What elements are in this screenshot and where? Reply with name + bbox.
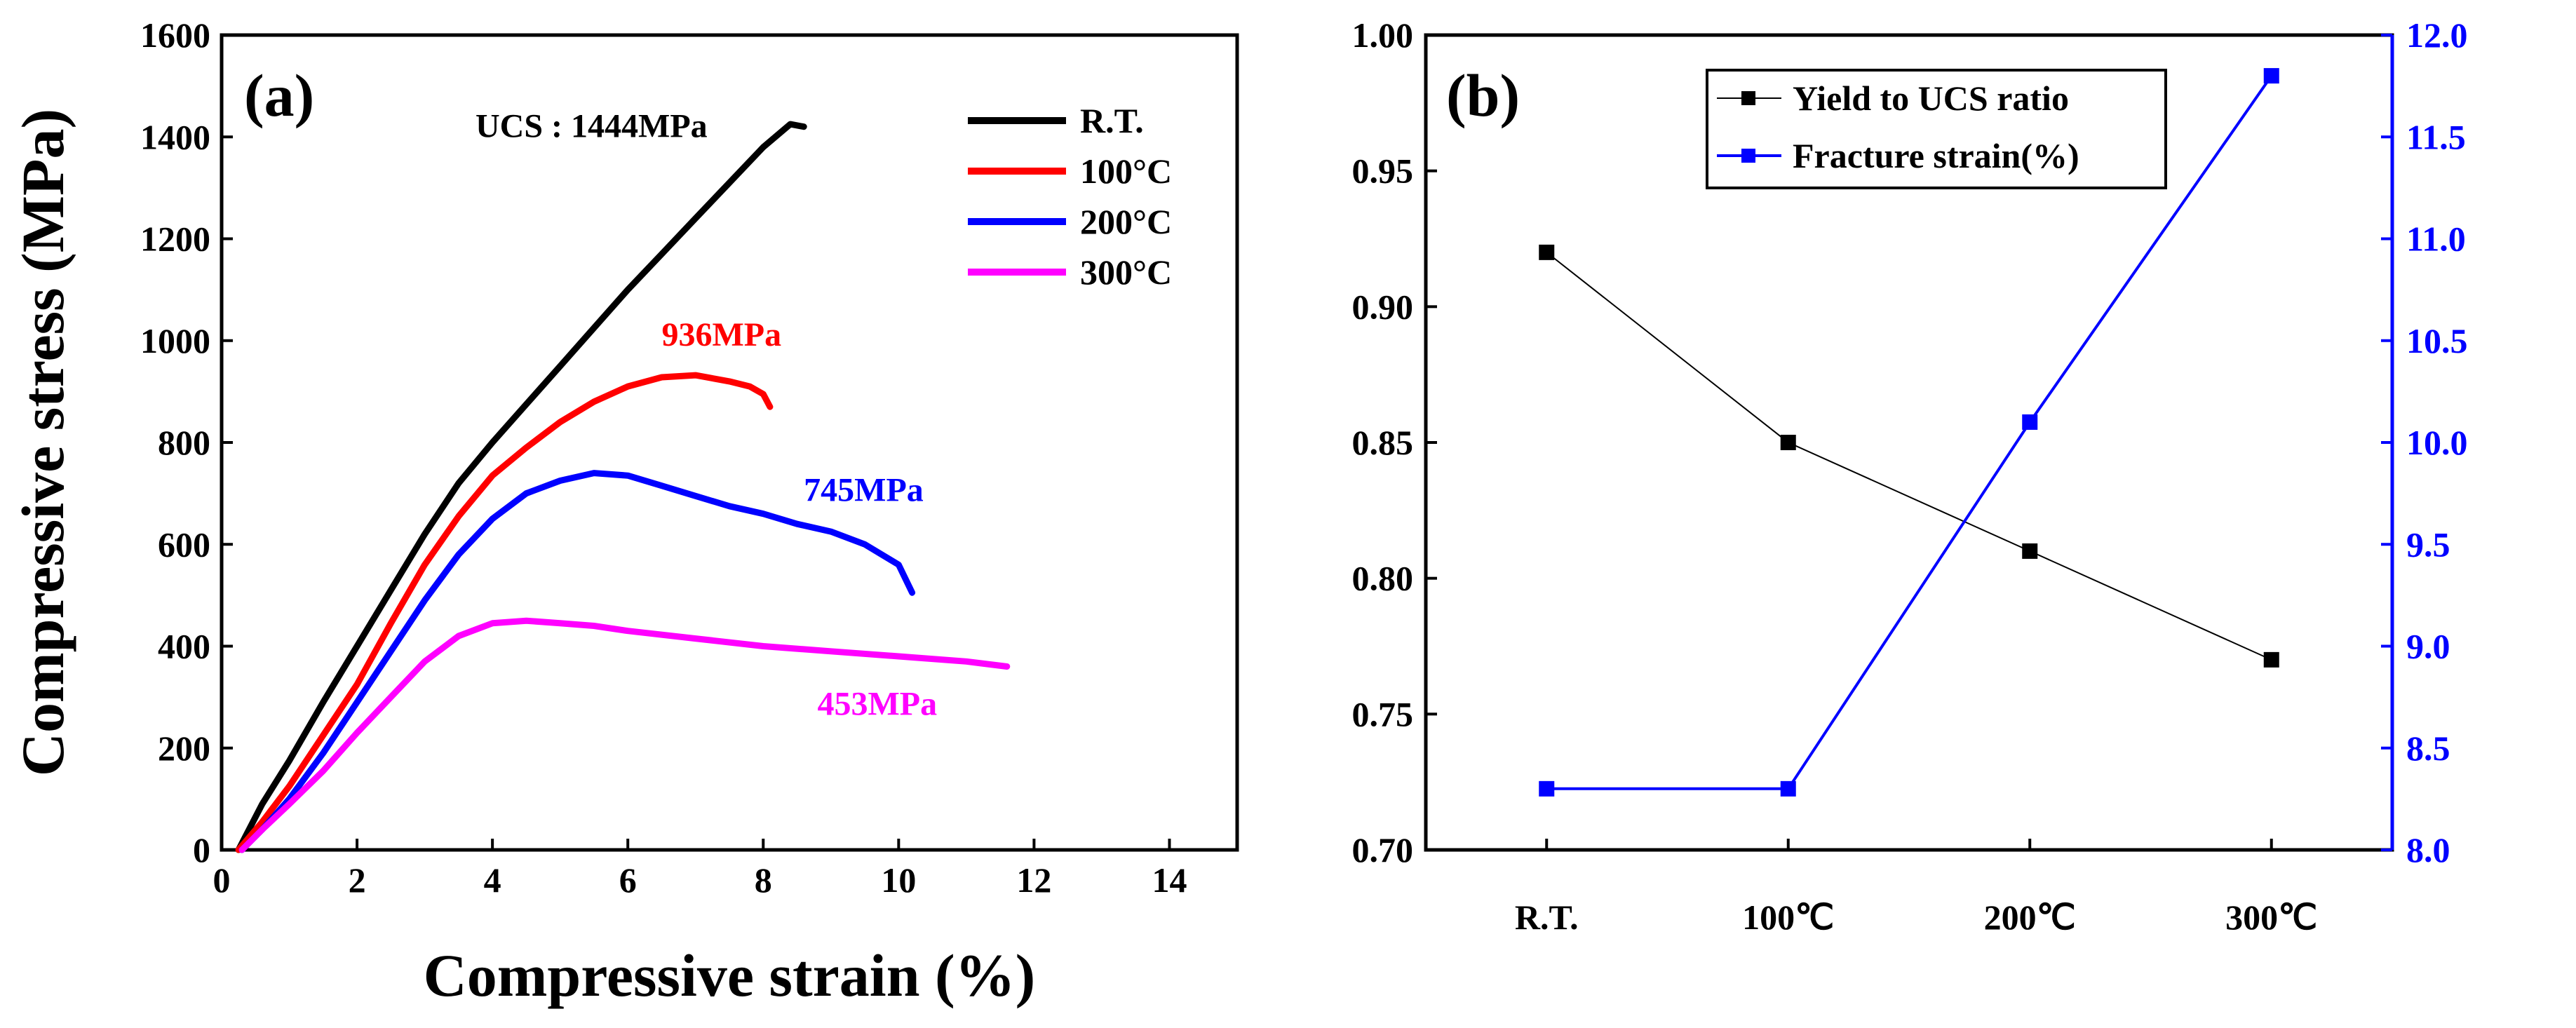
series-lines-b: [1539, 68, 2279, 797]
y2-tick-label-b: 10.5: [2406, 321, 2468, 360]
y-tick-label-b: 0.75: [1352, 694, 1414, 733]
series-marker-b-1: [1780, 780, 1796, 797]
x-axis-b: R.T. 100℃ 200℃ 300℃: [1515, 839, 2317, 937]
y-axis-title-a: Compressive stress (MPa): [9, 109, 76, 776]
y2-tick-label-b: 8.0: [2406, 830, 2450, 870]
x-tick-label-a: 8: [755, 860, 772, 900]
series-line-a-2: [238, 470, 916, 853]
y2-tick-label-b: 8.5: [2406, 729, 2450, 768]
x-tick-label-a: 2: [349, 860, 366, 900]
series-line-b-1: [1546, 74, 2273, 790]
y2-tick-label-b: 11.5: [2406, 117, 2466, 156]
y-tick-label-a: 600: [158, 525, 210, 564]
y-tick-label-a: 400: [158, 627, 210, 666]
x-tick-label-a: 6: [619, 860, 637, 900]
series-marker-b-0: [1780, 435, 1796, 450]
annotations-a: UCS : 1444MPa 936MPa 745MPa 453MPa: [476, 107, 937, 722]
legend-marker-b: [1741, 149, 1755, 163]
series-line-b-0: [1546, 252, 2272, 661]
y-tick-label-a: 200: [158, 729, 210, 768]
series-line-a-1: [235, 372, 774, 853]
annotation-a: 453MPa: [817, 686, 937, 723]
x-tick-label-a: 10: [881, 860, 916, 900]
y-axis-left-b: 0.70 0.75 0.80 0.85 0.90 0.95 1.00: [1352, 15, 1437, 870]
x-tick-label-b: 300℃: [2225, 898, 2317, 937]
series-marker-b-0: [2263, 651, 2279, 668]
y-tick-label-a: 0: [193, 830, 210, 870]
legend-label-a: R.T.: [1080, 101, 1144, 140]
x-tick-label-b: 100℃: [1742, 898, 1834, 937]
legend-label-a: 200°C: [1080, 202, 1172, 241]
series-marker-b-1: [1539, 780, 1555, 797]
series-lines-a: [235, 121, 1011, 853]
y-tick-label-b: 0.85: [1352, 423, 1414, 462]
y2-tick-label-b: 12.0: [2406, 15, 2468, 55]
series-marker-b-0: [2022, 543, 2038, 559]
y-tick-label-a: 800: [158, 423, 210, 462]
y2-tick-label-b: 9.0: [2406, 627, 2450, 666]
y-tick-label-b: 0.80: [1352, 559, 1414, 598]
annotation-a: UCS : 1444MPa: [476, 107, 708, 144]
y-axis-a: 0 200 400 600 800 1000 1200 1400 1600: [140, 15, 233, 870]
legend-label-a: 300°C: [1080, 252, 1172, 292]
y-tick-label-a: 1000: [140, 321, 210, 360]
x-axis-title-a: Compressive strain (%): [424, 942, 1036, 1009]
x-tick-label-a: 14: [1152, 860, 1187, 900]
panel-label-a: (a): [244, 62, 314, 129]
legend-label-a: 100°C: [1080, 151, 1172, 191]
panel-label-b: (b): [1446, 62, 1520, 129]
legend-label-b: Yield to UCS ratio: [1793, 79, 2069, 118]
legend-box-b: [1706, 69, 2167, 189]
y-tick-label-b: 1.00: [1352, 15, 1414, 55]
legend-marker-b: [1741, 91, 1755, 105]
series-marker-b-0: [1539, 244, 1555, 260]
y-tick-label-b: 0.70: [1352, 830, 1414, 870]
annotation-a: 745MPa: [804, 472, 924, 509]
series-marker-b-1: [2022, 414, 2038, 430]
series-line-a-0: [235, 121, 807, 853]
y-tick-label-b: 0.90: [1352, 287, 1414, 326]
legend-a: R.T. 100°C 200°C 300°C: [968, 101, 1172, 292]
x-tick-label-b: 200℃: [1984, 898, 2076, 937]
x-tick-label-a: 0: [213, 860, 231, 900]
annotation-a: 936MPa: [661, 316, 781, 353]
panel-b: R.T. 100℃ 200℃ 300℃ 0.70 0.75 0.80 0.85 0.90 0.9…: [1352, 15, 2468, 937]
y-tick-label-b: 0.95: [1352, 151, 1414, 191]
x-tick-label-a: 4: [484, 860, 501, 900]
x-tick-label-a: 12: [1016, 860, 1051, 900]
x-tick-label-b: R.T.: [1515, 898, 1579, 937]
y-tick-label-a: 1200: [140, 219, 210, 259]
x-axis-a: 0 2 4 6 8 10 12 14: [213, 839, 1187, 900]
series-line-a-3: [238, 617, 1011, 853]
panel-a: 0 2 4 6 8 10 12 14 0 200 400 600 800 1000 1200 1400 160…: [9, 15, 1239, 1009]
y2-tick-label-b: 11.0: [2406, 219, 2466, 259]
y-tick-label-a: 1400: [140, 117, 210, 156]
y-tick-label-a: 1600: [140, 15, 210, 55]
y-axis-right-b: 8.0 8.5 9.0 9.5 10.0 10.5 11.0 11.5 12.0: [2381, 15, 2468, 870]
y2-tick-label-b: 9.5: [2406, 525, 2450, 564]
series-marker-b-1: [2263, 68, 2279, 84]
legend-label-b: Fracture strain(%): [1793, 136, 2079, 175]
legend-b: Yield to UCS ratio Fracture strain(%): [1706, 69, 2167, 189]
y2-tick-label-b: 10.0: [2406, 423, 2468, 462]
